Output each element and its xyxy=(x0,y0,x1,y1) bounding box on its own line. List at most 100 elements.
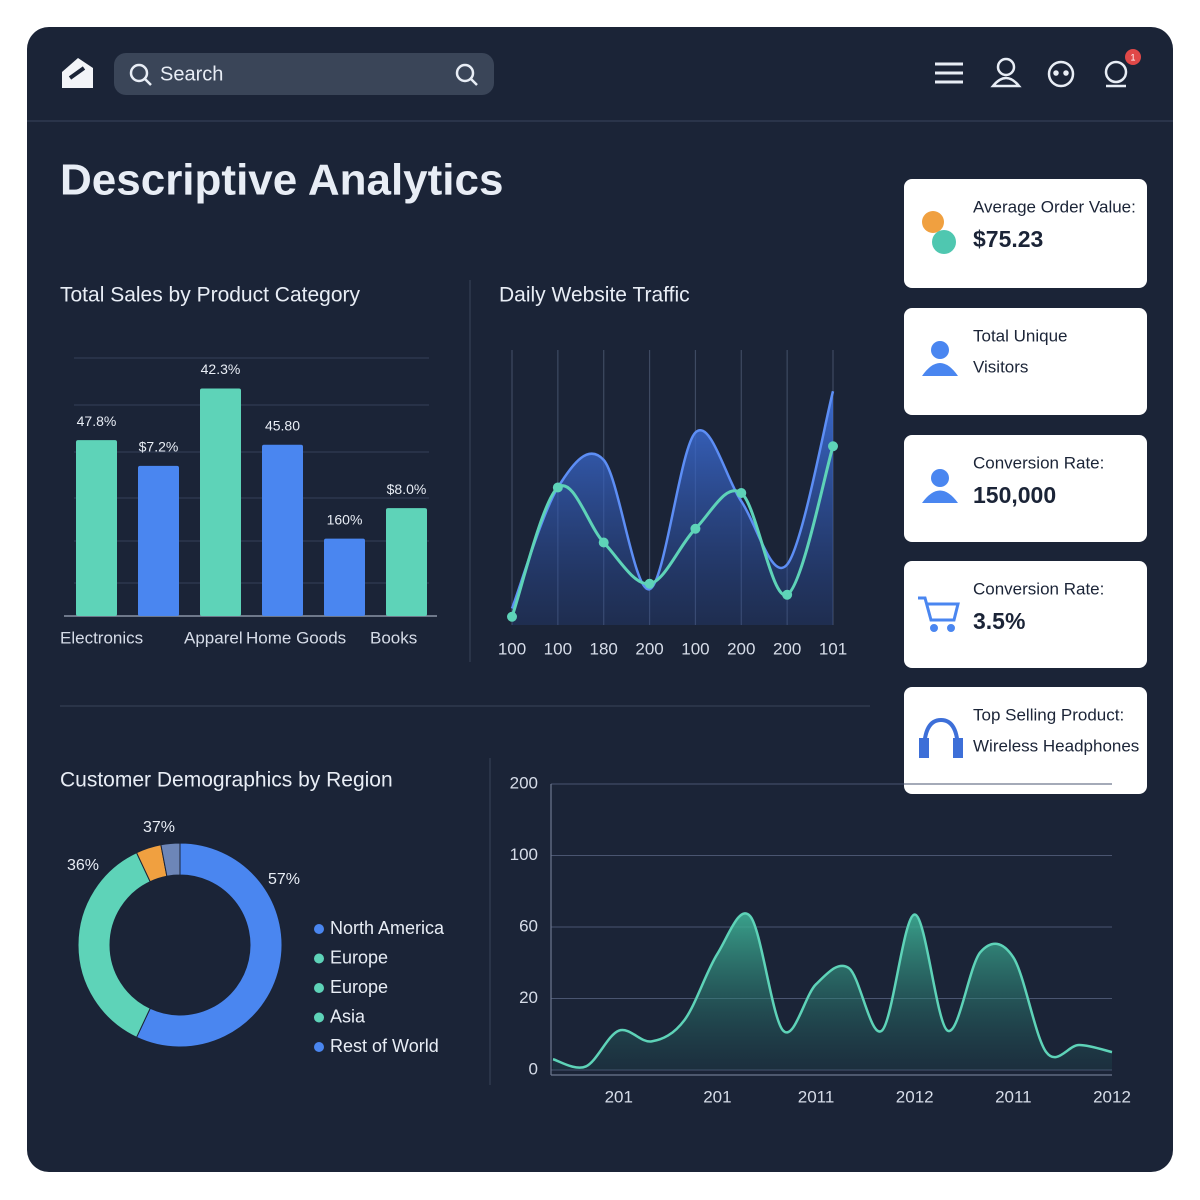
legend-label: Rest of World xyxy=(330,1036,439,1056)
card-label: Conversion Rate: xyxy=(973,453,1104,472)
x-tick-label: Apparel xyxy=(184,628,243,647)
legend-label: Europe xyxy=(330,947,388,967)
page-title: Descriptive Analytics xyxy=(60,156,503,205)
x-tick-label: 100 xyxy=(681,639,709,658)
bar-annotation: 45.80 xyxy=(265,417,300,433)
card-label: Total Unique xyxy=(973,326,1068,345)
chart-title: Total Sales by Product Category xyxy=(60,284,360,307)
search-bar[interactable] xyxy=(114,53,494,95)
point xyxy=(736,488,747,498)
x-tick-label: 201 xyxy=(703,1087,731,1106)
legend-swatch xyxy=(314,953,324,964)
point xyxy=(552,482,563,493)
point xyxy=(507,611,517,622)
visitor-icon xyxy=(922,469,958,503)
y-tick-label: 20 xyxy=(519,988,538,1007)
notification-icon[interactable] xyxy=(1104,60,1128,88)
search-placeholder: Search xyxy=(160,63,223,85)
chart-title: Customer Demographics by Region xyxy=(60,769,393,792)
bar-grid xyxy=(74,357,429,584)
area-edge xyxy=(552,912,1113,1069)
x-tick-label: 2012 xyxy=(896,1087,934,1106)
card-label: Top Selling Product: xyxy=(973,705,1124,724)
donut-slice xyxy=(135,842,283,1048)
area xyxy=(512,391,833,625)
legend-swatch xyxy=(314,1042,324,1052)
badge xyxy=(1125,49,1141,65)
card-value: Wireless Headphones xyxy=(973,736,1139,755)
legend-swatch xyxy=(314,983,324,993)
x-tick-label: 100 xyxy=(544,639,572,658)
area-edge xyxy=(510,390,835,609)
x-tick-label: 180 xyxy=(590,639,618,658)
x-tick-label: 201 xyxy=(605,1087,633,1106)
bar xyxy=(138,465,179,616)
x-tick-label: 200 xyxy=(773,639,801,658)
logo[interactable] xyxy=(62,58,93,88)
legend-label: Europe xyxy=(330,977,388,997)
donut-slice xyxy=(160,842,181,877)
x-tick-label: 200 xyxy=(727,639,755,658)
bar-annotation: $7.2% xyxy=(139,439,179,455)
menu-icon[interactable] xyxy=(935,62,963,84)
y-tick-label: 0 xyxy=(529,1059,538,1078)
card-value: $75.23 xyxy=(973,226,1043,252)
visitor-icon xyxy=(922,341,958,376)
coin-icon xyxy=(922,211,956,254)
badge-count: 1 xyxy=(1130,52,1135,62)
bar xyxy=(262,444,303,616)
donut-slice xyxy=(77,852,151,1038)
card-value: 150,000 xyxy=(973,482,1056,508)
search-icon xyxy=(129,63,478,86)
user-icon[interactable] xyxy=(990,57,1022,88)
x-tick-label: 100 xyxy=(498,639,526,658)
headphones-icon xyxy=(919,717,963,758)
kpi-card[interactable] xyxy=(904,308,1147,415)
bar-annotation: 160% xyxy=(327,511,363,527)
bar xyxy=(324,538,365,616)
bar-annotation: 47.8% xyxy=(77,413,117,429)
kpi-card[interactable] xyxy=(904,435,1147,542)
bar xyxy=(386,508,427,616)
point xyxy=(644,578,655,589)
x-tick-label: 2011 xyxy=(798,1087,835,1106)
x-tick-label: Books xyxy=(370,628,417,647)
legend-swatch xyxy=(314,1012,324,1023)
y-tick-label: 200 xyxy=(510,773,538,792)
slice-annotation: 37% xyxy=(143,819,175,836)
point xyxy=(690,523,701,534)
card-value: 3.5% xyxy=(973,608,1025,634)
y-tick-label: 60 xyxy=(519,916,538,935)
chart-title: Daily Website Traffic xyxy=(499,284,690,307)
x-tick-label: 101 xyxy=(819,639,847,658)
kpi-card[interactable] xyxy=(904,687,1147,794)
area xyxy=(553,913,1112,1070)
y-tick-label: 100 xyxy=(510,845,538,864)
card-value: Visitors xyxy=(973,357,1028,376)
slice-annotation: 36% xyxy=(67,857,99,874)
point xyxy=(598,537,609,548)
kpi-card[interactable] xyxy=(904,179,1147,288)
card-label: Average Order Value: xyxy=(973,197,1136,216)
cart-icon xyxy=(918,596,960,632)
x-tick-label: Home Goods xyxy=(246,628,346,647)
legend-swatch xyxy=(314,924,324,934)
x-tick-label: Electronics xyxy=(60,628,143,647)
x-tick-label: 2012 xyxy=(1093,1087,1131,1106)
slice-annotation: 57% xyxy=(268,871,300,888)
legend-label: Asia xyxy=(330,1006,366,1026)
x-tick-label: 2011 xyxy=(995,1087,1032,1106)
bar-annotation: 42.3% xyxy=(201,361,241,377)
legend-label: North America xyxy=(330,918,445,938)
kpi-card[interactable] xyxy=(904,561,1147,668)
bar-annotation: $8.0% xyxy=(387,481,427,497)
bar xyxy=(76,440,117,616)
point xyxy=(782,589,793,600)
support-icon[interactable] xyxy=(1047,60,1075,88)
cards xyxy=(904,179,1147,794)
point xyxy=(828,441,838,452)
x-tick-label: 200 xyxy=(635,639,663,658)
bar xyxy=(200,388,241,616)
